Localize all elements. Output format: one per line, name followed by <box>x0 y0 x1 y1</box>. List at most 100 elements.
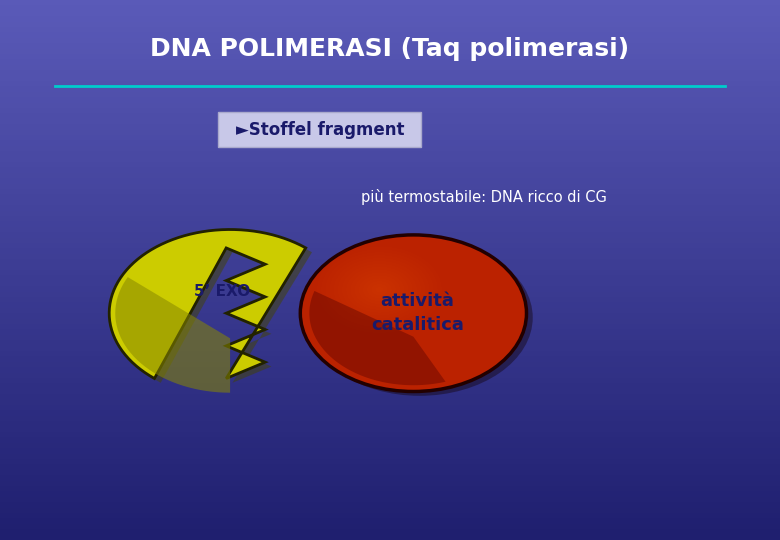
Bar <box>0 130 780 135</box>
Bar <box>0 146 780 151</box>
Bar <box>0 340 780 346</box>
Bar <box>0 475 780 481</box>
Bar <box>0 367 780 373</box>
Bar <box>0 140 780 146</box>
Bar <box>0 162 780 167</box>
Bar <box>0 232 780 238</box>
Bar <box>0 157 780 162</box>
Circle shape <box>300 235 526 392</box>
Bar <box>0 313 780 319</box>
Bar <box>0 324 780 329</box>
Bar <box>0 405 780 410</box>
Bar <box>0 76 780 81</box>
Bar <box>0 400 780 405</box>
Polygon shape <box>109 230 306 379</box>
Text: DNA POLIMERASI (Taq polimerasi): DNA POLIMERASI (Taq polimerasi) <box>151 37 629 60</box>
Bar <box>0 427 780 432</box>
Bar <box>0 351 780 356</box>
Bar <box>0 518 780 524</box>
Bar <box>0 259 780 265</box>
Bar <box>0 448 780 454</box>
Bar <box>0 481 780 486</box>
Bar <box>0 356 780 362</box>
Bar <box>0 416 780 421</box>
Bar <box>0 362 780 367</box>
Circle shape <box>359 275 400 304</box>
Bar <box>0 329 780 335</box>
Bar <box>0 464 780 470</box>
Bar <box>0 319 780 324</box>
Bar <box>0 346 780 351</box>
Bar <box>0 491 780 497</box>
Polygon shape <box>115 234 312 383</box>
Bar <box>0 281 780 286</box>
Bar <box>0 108 780 113</box>
Bar <box>0 205 780 211</box>
Bar <box>0 497 780 502</box>
Bar <box>0 292 780 297</box>
Circle shape <box>338 261 421 319</box>
Bar <box>0 32 780 38</box>
Bar <box>0 308 780 313</box>
Bar <box>0 524 780 529</box>
Bar <box>0 227 780 232</box>
Bar <box>0 486 780 491</box>
Bar <box>0 135 780 140</box>
Bar <box>0 459 780 464</box>
Bar <box>0 378 780 383</box>
Bar <box>0 27 780 32</box>
Bar <box>0 221 780 227</box>
Bar <box>0 86 780 92</box>
Bar <box>0 216 780 221</box>
Text: ►Stoffel fragment: ►Stoffel fragment <box>236 120 404 139</box>
Bar <box>0 470 780 475</box>
Bar <box>0 124 780 130</box>
Bar <box>0 70 780 76</box>
Bar <box>0 59 780 65</box>
Bar <box>0 286 780 292</box>
Bar <box>0 302 780 308</box>
Bar <box>0 113 780 119</box>
Bar <box>0 535 780 540</box>
Bar <box>0 443 780 448</box>
Bar <box>0 103 780 108</box>
Circle shape <box>346 267 413 313</box>
Bar <box>0 335 780 340</box>
Bar <box>0 184 780 189</box>
Bar <box>0 173 780 178</box>
Bar <box>0 394 780 400</box>
Circle shape <box>367 281 392 298</box>
Circle shape <box>334 258 425 321</box>
Circle shape <box>375 287 384 293</box>
Bar <box>0 211 780 216</box>
Bar <box>0 54 780 59</box>
Bar <box>0 151 780 157</box>
Bar <box>0 194 780 200</box>
Text: 5’ EXO: 5’ EXO <box>194 284 250 299</box>
Bar <box>0 437 780 443</box>
Circle shape <box>363 278 396 301</box>
Bar <box>0 243 780 248</box>
Bar <box>0 49 780 54</box>
Bar <box>0 167 780 173</box>
Bar <box>0 65 780 70</box>
Text: più termostabile: DNA ricco di CG: più termostabile: DNA ricco di CG <box>360 189 607 205</box>
Bar <box>0 373 780 378</box>
Bar <box>0 513 780 518</box>
Bar <box>0 502 780 508</box>
Bar <box>0 421 780 427</box>
Bar <box>0 454 780 459</box>
Bar <box>0 238 780 243</box>
Circle shape <box>325 252 434 327</box>
Bar <box>0 297 780 302</box>
Polygon shape <box>115 277 230 393</box>
Bar <box>0 389 780 394</box>
Bar <box>0 410 780 416</box>
Bar <box>0 275 780 281</box>
Text: attività
catalitica: attività catalitica <box>370 292 464 334</box>
Circle shape <box>350 269 409 310</box>
Circle shape <box>307 239 533 396</box>
Bar <box>0 432 780 437</box>
Circle shape <box>355 273 404 307</box>
FancyBboxPatch shape <box>218 112 421 147</box>
